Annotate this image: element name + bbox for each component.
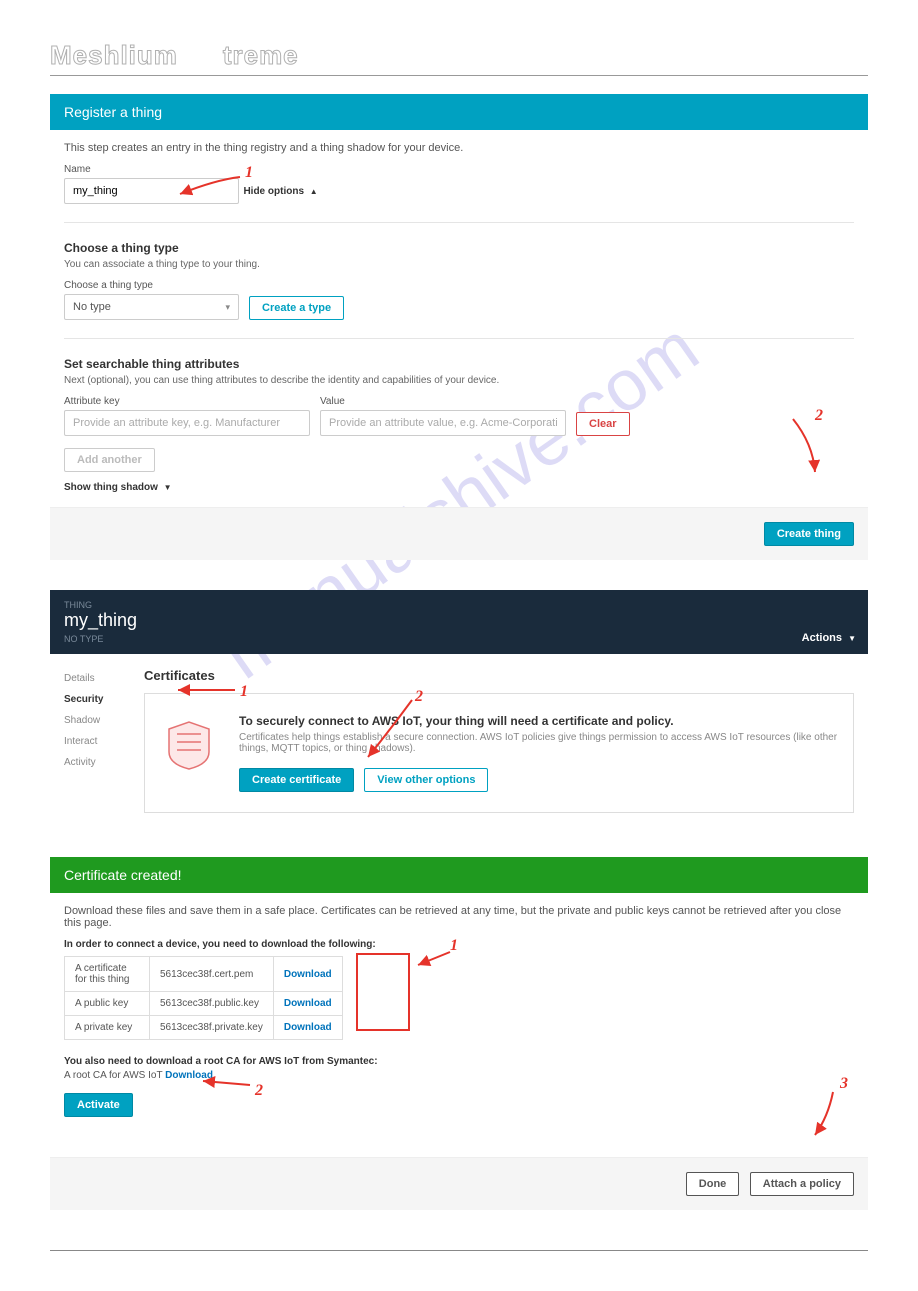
download-link[interactable]: Download bbox=[284, 1022, 332, 1033]
sidebar-item-security[interactable]: Security bbox=[64, 689, 124, 710]
done-button[interactable]: Done bbox=[686, 1172, 740, 1196]
cert-label: A certificate for this thing bbox=[65, 957, 150, 992]
table-row: A public key 5613cec38f.public.key Downl… bbox=[65, 992, 343, 1016]
page-header: Meshlium treme bbox=[50, 40, 868, 76]
rootca-text: A root CA for AWS IoT bbox=[64, 1070, 162, 1081]
attrs-sub: Next (optional), you can use thing attri… bbox=[64, 375, 854, 386]
thing-header: THING my_thing NO TYPE Actions ▼ bbox=[50, 590, 868, 654]
logo-part2: treme bbox=[223, 40, 299, 70]
sidebar-item-interact[interactable]: Interact bbox=[64, 731, 124, 752]
sidebar-item-activity[interactable]: Activity bbox=[64, 752, 124, 773]
download-link[interactable]: Download bbox=[284, 969, 332, 980]
certificates-heading: Certificates bbox=[144, 668, 854, 683]
type-select[interactable]: No type ▾ bbox=[64, 294, 239, 320]
cert-file: 5613cec38f.cert.pem bbox=[150, 957, 274, 992]
add-another-button[interactable]: Add another bbox=[64, 448, 155, 472]
annotation-1b: 1 bbox=[240, 683, 248, 701]
thing-label: THING bbox=[64, 600, 854, 610]
rootca-download-link[interactable]: Download bbox=[165, 1070, 213, 1081]
rootca-heading: You also need to download a root CA for … bbox=[64, 1056, 854, 1067]
annotation-1: 1 bbox=[245, 164, 253, 182]
type-selected: No type bbox=[73, 301, 111, 313]
thing-type: NO TYPE bbox=[64, 634, 854, 644]
actions-label: Actions bbox=[802, 632, 842, 644]
attr-key-label: Attribute key bbox=[64, 396, 310, 407]
caret-down-icon: ▼ bbox=[164, 483, 172, 492]
caret-up-icon: ▲ bbox=[310, 187, 318, 196]
activate-button[interactable]: Activate bbox=[64, 1093, 133, 1117]
clear-button[interactable]: Clear bbox=[576, 412, 630, 436]
register-footer: Create thing bbox=[50, 507, 868, 560]
actions-menu[interactable]: Actions ▼ bbox=[802, 632, 856, 644]
attrs-title: Set searchable thing attributes bbox=[64, 357, 854, 371]
create-type-button[interactable]: Create a type bbox=[249, 296, 344, 320]
type-section-sub: You can associate a thing type to your t… bbox=[64, 259, 854, 270]
hide-options-toggle[interactable]: Hide options ▲ bbox=[243, 186, 317, 197]
view-options-button[interactable]: View other options bbox=[364, 768, 488, 792]
show-shadow-toggle[interactable]: Show thing shadow ▼ bbox=[64, 482, 854, 493]
download-link[interactable]: Download bbox=[284, 998, 332, 1009]
annotation-2c: 2 bbox=[255, 1082, 263, 1100]
attr-value-input[interactable] bbox=[320, 410, 566, 436]
cert-footer: Done Attach a policy bbox=[50, 1157, 868, 1210]
hide-options-label: Hide options bbox=[243, 186, 304, 197]
thing-name: my_thing bbox=[64, 610, 854, 631]
show-shadow-label: Show thing shadow bbox=[64, 482, 158, 493]
register-panel: Register a thing This step creates an en… bbox=[50, 94, 868, 560]
download-table: A certificate for this thing 5613cec38f.… bbox=[64, 956, 343, 1040]
cert-box-title: To securely connect to AWS IoT, your thi… bbox=[239, 714, 839, 728]
create-certificate-button[interactable]: Create certificate bbox=[239, 768, 354, 792]
cert-created-intro: Download these files and save them in a … bbox=[64, 905, 854, 929]
type-section-title: Choose a thing type bbox=[64, 241, 854, 255]
attr-key-input[interactable] bbox=[64, 410, 310, 436]
cert-created-title: Certificate created! bbox=[50, 857, 868, 893]
type-select-label: Choose a thing type bbox=[64, 280, 854, 291]
annotation-3c: 3 bbox=[840, 1075, 848, 1093]
name-input[interactable] bbox=[64, 178, 239, 204]
register-title: Register a thing bbox=[50, 94, 868, 130]
create-thing-button[interactable]: Create thing bbox=[764, 522, 854, 546]
name-label: Name bbox=[64, 164, 854, 175]
register-intro: This step creates an entry in the thing … bbox=[64, 142, 854, 154]
caret-down-icon: ▼ bbox=[848, 634, 856, 643]
sidebar: Details Security Shadow Interact Activit… bbox=[64, 668, 124, 813]
table-row: A certificate for this thing 5613cec38f.… bbox=[65, 957, 343, 992]
logo-part1: Meshlium bbox=[50, 40, 178, 70]
chevron-down-icon: ▾ bbox=[225, 302, 230, 313]
attr-value-label: Value bbox=[320, 396, 566, 407]
attach-policy-button[interactable]: Attach a policy bbox=[750, 1172, 854, 1196]
thing-panel: THING my_thing NO TYPE Actions ▼ Details… bbox=[50, 590, 868, 827]
sidebar-item-shadow[interactable]: Shadow bbox=[64, 710, 124, 731]
annotation-2: 2 bbox=[815, 407, 823, 425]
sidebar-item-details[interactable]: Details bbox=[64, 668, 124, 689]
cert-box-desc: Certificates help things establish a sec… bbox=[239, 732, 839, 754]
annotation-2b: 2 bbox=[415, 688, 423, 706]
download-heading: In order to connect a device, you need t… bbox=[64, 939, 854, 950]
table-row: A private key 5613cec38f.private.key Dow… bbox=[65, 1016, 343, 1040]
pubkey-file: 5613cec38f.public.key bbox=[150, 992, 274, 1016]
cert-info-box: To securely connect to AWS IoT, your thi… bbox=[144, 693, 854, 813]
pubkey-label: A public key bbox=[65, 992, 150, 1016]
annotation-1c: 1 bbox=[450, 937, 458, 955]
certificate-icon bbox=[159, 714, 219, 774]
page-footer-rule bbox=[50, 1250, 868, 1251]
privkey-label: A private key bbox=[65, 1016, 150, 1040]
cert-created-panel: Certificate created! Download these file… bbox=[50, 857, 868, 1210]
privkey-file: 5613cec38f.private.key bbox=[150, 1016, 274, 1040]
